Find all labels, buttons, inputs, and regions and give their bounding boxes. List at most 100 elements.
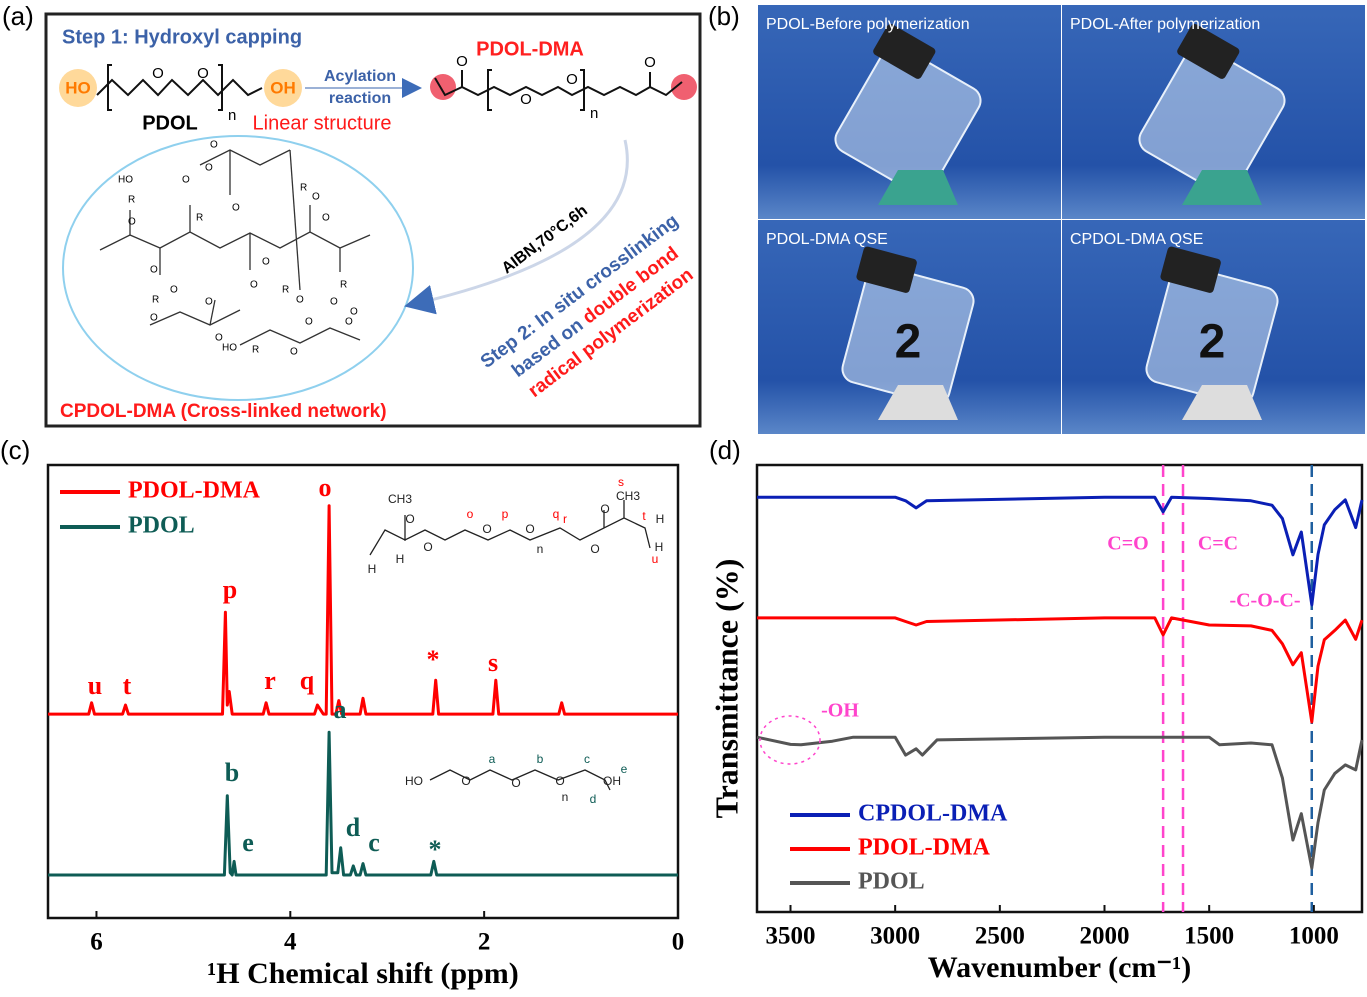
ether-o: O	[197, 65, 209, 82]
step2-arrow	[404, 139, 629, 315]
step1: Step 1: Hydroxyl capping	[62, 26, 302, 48]
network-atom: O	[312, 192, 320, 203]
atom: O	[520, 91, 532, 108]
network-atom: O	[232, 203, 240, 214]
structure-label: O	[511, 776, 520, 790]
panel-b: (b) PDOL-Before polymerization PDOL-After…	[708, 1, 1365, 434]
structure-label: O	[525, 522, 534, 536]
stand	[1182, 385, 1262, 420]
peak-label: r	[264, 666, 276, 695]
spectrum-line	[756, 735, 1364, 870]
structure-label: H	[655, 540, 664, 554]
x-axis-title: Wavenumber (cm⁻¹)	[928, 951, 1191, 984]
acylation: reaction	[329, 90, 391, 107]
atom: O	[644, 54, 656, 71]
network-atom: R	[252, 345, 259, 356]
x-tick-label: 6	[90, 929, 103, 956]
vial-body	[834, 44, 982, 196]
network-atom: O	[290, 347, 298, 358]
network-bonds	[99, 149, 371, 346]
structure-label: a	[489, 752, 496, 766]
network-atom: O	[305, 317, 313, 328]
network-atom: O	[215, 333, 223, 344]
network-atom: O	[150, 265, 158, 276]
network-atom: R	[152, 295, 159, 306]
panel-a: (a) Step 1: Hydroxyl capping PDOL-DMA HO…	[2, 1, 702, 428]
product-chain	[434, 70, 683, 97]
reactant-name: PDOL	[142, 112, 198, 134]
structure-label: n	[562, 790, 569, 804]
peak-label: p	[223, 575, 237, 604]
structure-label: e	[621, 762, 628, 776]
structure-label: O	[555, 774, 564, 788]
peak-label: o	[319, 473, 332, 502]
panel-c: (c) 6 4 2 0 ¹H Chemical shift (ppm) PDOL-DMA PD…	[0, 435, 684, 990]
structure-label: H	[396, 552, 405, 566]
network-atom: O	[350, 307, 358, 318]
legend-label: PDOL	[128, 513, 195, 539]
x-tick-label: 3500	[765, 923, 815, 950]
vial-cap	[1177, 24, 1240, 79]
network-atom: O	[296, 295, 304, 306]
structure-label: CH3	[388, 492, 412, 506]
structure-label: c	[584, 752, 590, 766]
x-tick-label: 2000	[1080, 923, 1130, 950]
network-atom: O	[205, 163, 213, 174]
panel-label: (b)	[708, 1, 740, 31]
stand	[1182, 170, 1262, 205]
atom: O	[566, 71, 578, 88]
spectrum-line	[48, 504, 678, 716]
bracket	[107, 64, 223, 111]
network-atom: R	[300, 183, 307, 194]
y-axis-title: Transmittance (%)	[708, 559, 744, 819]
structure-label: O	[600, 502, 609, 516]
peak-label: t	[123, 671, 132, 700]
structure-bonds	[429, 769, 611, 791]
network-atom: O	[322, 213, 330, 224]
atom: O	[456, 53, 468, 70]
structure-label: u	[652, 552, 659, 566]
vial-body	[1145, 264, 1279, 406]
network-name: CPDOL-DMA (Cross-linked network)	[60, 401, 387, 422]
structure-label: q	[553, 507, 560, 521]
network-atom: O	[210, 140, 218, 151]
ho: HO	[65, 78, 91, 97]
network-atom: R	[196, 213, 203, 224]
network-atom: O	[182, 175, 190, 186]
peak-label: d	[346, 813, 361, 842]
network-atom: O	[262, 257, 270, 268]
peak-label: s	[488, 648, 498, 677]
network-atom: O	[345, 317, 353, 328]
panel-label: (a)	[2, 1, 34, 31]
x-tick-label: 2500	[975, 923, 1025, 950]
x-tick-label: 4	[284, 929, 297, 956]
legend-label: PDOL-DMA	[128, 478, 261, 504]
oh-circle	[759, 715, 821, 765]
x-tick-label: 2	[478, 929, 491, 956]
structure-label: O	[461, 774, 470, 788]
network-atom: O	[170, 285, 178, 296]
structure-label: b	[537, 752, 544, 766]
stand	[878, 385, 958, 420]
panel-d: (d) 3500 3000 2500 2000 1500 1000 Wavenumber (c…	[708, 435, 1364, 984]
peak-label: q	[300, 666, 315, 695]
structure-label: o	[467, 507, 474, 521]
peak-label: e	[242, 828, 254, 857]
photo-caption: PDOL-Before polymerization	[766, 16, 970, 33]
network-atom: R	[282, 285, 289, 296]
plot-frame	[46, 463, 680, 920]
vinyl-dot	[671, 74, 697, 100]
structure-label: H	[656, 512, 665, 526]
network-atom: R	[340, 280, 347, 291]
x-tick-label: 0	[672, 929, 685, 956]
structure-label: O	[423, 540, 432, 554]
structure-label: d	[590, 792, 597, 806]
structure-label: n	[537, 542, 544, 556]
linear-label: Linear structure	[253, 112, 392, 134]
network-atom: O	[205, 297, 213, 308]
repeat-n: n	[228, 107, 236, 124]
legend-label: PDOL-DMA	[858, 835, 991, 861]
structure-label: OH	[603, 774, 621, 788]
annotation: -OH	[821, 700, 859, 722]
annotation: -C-O-C-	[1229, 590, 1300, 612]
